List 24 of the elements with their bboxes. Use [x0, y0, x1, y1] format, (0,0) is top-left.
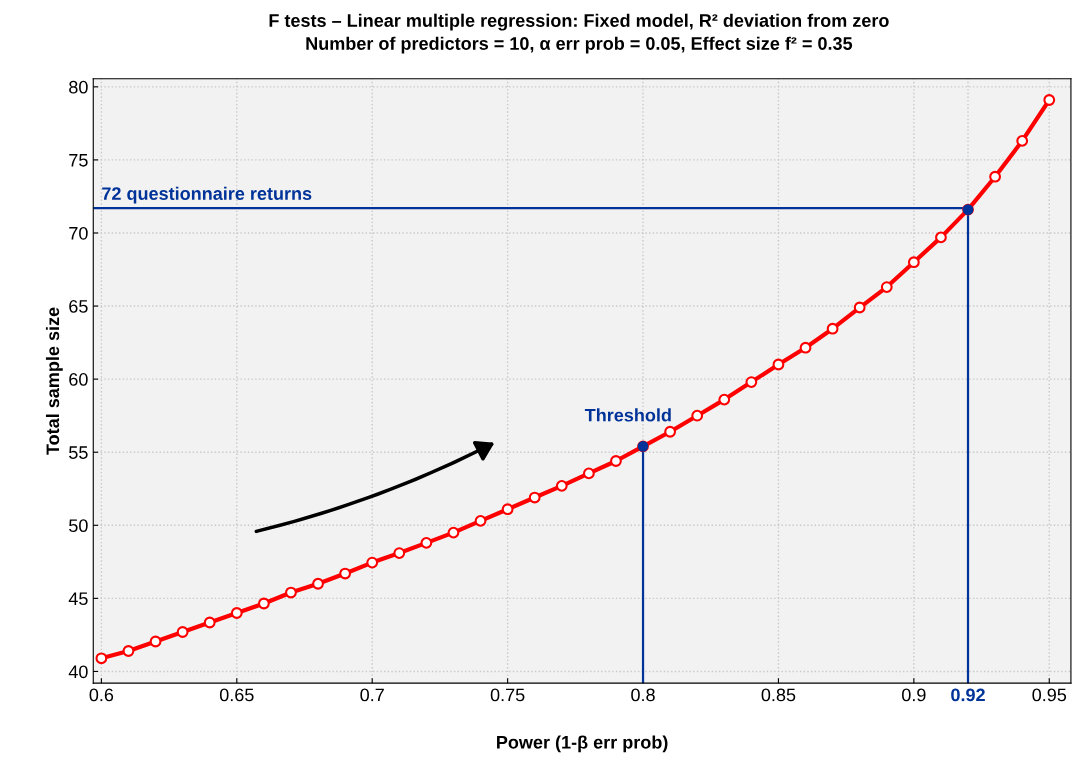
x-tick-label: 0.7	[360, 688, 384, 702]
x-tick-label: 0.8	[631, 688, 655, 702]
y-tick-label: 65	[69, 300, 88, 313]
y-tick-label: 55	[69, 446, 88, 459]
x-tick-label: 0.65	[219, 688, 254, 702]
y-tick-label: 60	[69, 373, 88, 386]
y-tick-label: 45	[68, 592, 88, 606]
annotation: Threshold	[584, 408, 671, 422]
x-tick-label: 0.95	[1032, 688, 1067, 702]
y-axis-title: Total sample size	[45, 307, 63, 455]
x-tick-label: 0.92	[951, 688, 985, 702]
x-tick-label: 0.6	[89, 688, 114, 702]
y-tick-label: 70	[69, 226, 88, 240]
y-tick-label: 75	[69, 154, 88, 167]
y-tick-label: 50	[69, 519, 88, 533]
x-tick-label: 0.75	[490, 688, 525, 702]
chart-subtitle: Number of predictors = 10, α err prob = 0.05, Effect size f² = 0.35	[306, 36, 853, 54]
y-tick-label: 40	[68, 665, 88, 679]
y-tick-label: 80	[69, 80, 88, 94]
x-axis-title: Power (1-β err prob)	[497, 735, 668, 753]
chart-title: F tests – Linear multiple regression: Fixed model, R² deviation from zero	[269, 13, 889, 31]
x-tick-label: 0.9	[902, 688, 926, 702]
annotation: 72 questionnaire returns	[102, 186, 312, 204]
x-tick-label: 0.85	[761, 688, 796, 702]
